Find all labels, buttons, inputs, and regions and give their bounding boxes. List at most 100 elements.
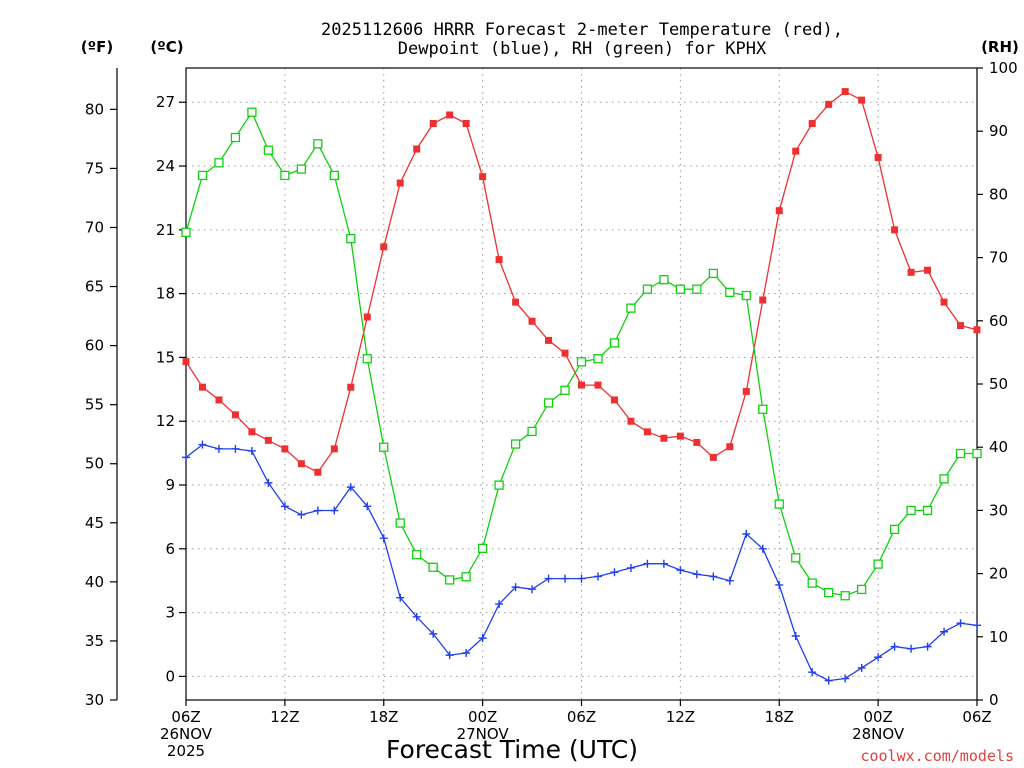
celsius-tick-label: 12 bbox=[156, 412, 175, 430]
dewpoint-point bbox=[396, 593, 405, 602]
rh-point bbox=[675, 284, 686, 294]
rh-point bbox=[791, 553, 801, 563]
rh-point bbox=[230, 132, 241, 143]
dewpoint-point bbox=[676, 566, 685, 575]
temperature-point bbox=[693, 438, 701, 446]
rh-point bbox=[214, 158, 224, 168]
temperature-point bbox=[940, 298, 948, 306]
rh-point bbox=[659, 275, 669, 285]
fahrenheit-tick-label: 35 bbox=[85, 632, 104, 650]
fahrenheit-tick-label: 75 bbox=[85, 159, 104, 177]
temperature-point bbox=[726, 443, 734, 451]
temperature-series bbox=[182, 88, 981, 476]
temperature-point bbox=[297, 460, 305, 468]
temperature-point bbox=[578, 381, 585, 389]
rh-point bbox=[626, 303, 636, 313]
time-tick-label: 00Z bbox=[863, 708, 892, 726]
rh-tick-label: 70 bbox=[989, 249, 1008, 267]
celsius-tick-label: 21 bbox=[156, 221, 175, 239]
temperature-point bbox=[330, 445, 338, 453]
rh-point bbox=[280, 170, 290, 181]
temperature-point bbox=[643, 428, 651, 436]
dewpoint-point bbox=[593, 572, 602, 581]
dewpoint-series bbox=[182, 440, 981, 685]
celsius-tick-label: 6 bbox=[165, 540, 175, 558]
temperature-point bbox=[396, 179, 404, 187]
fahrenheit-tick-label: 70 bbox=[85, 218, 104, 236]
rh-point bbox=[494, 480, 504, 490]
rh-point bbox=[346, 233, 356, 244]
dewpoint-point bbox=[280, 502, 289, 511]
dewpoint-point bbox=[742, 529, 751, 538]
temperature-point bbox=[231, 411, 239, 419]
dewpoint-point bbox=[182, 453, 190, 462]
temperature-point bbox=[314, 468, 322, 476]
rh-point bbox=[807, 578, 817, 588]
dewpoint-point bbox=[841, 674, 850, 683]
temperature-point bbox=[363, 313, 371, 321]
dewpoint-point bbox=[247, 446, 256, 455]
fahrenheit-tick-label: 60 bbox=[85, 337, 104, 355]
dewpoint-point bbox=[890, 642, 899, 651]
dewpoint-point bbox=[429, 629, 438, 638]
celsius-unit-label: (ºC) bbox=[150, 38, 183, 56]
fahrenheit-axis: 30 35 40 45 50 55 60 65 70 75 80 bbox=[85, 68, 118, 709]
time-tick-label: 00Z bbox=[468, 708, 497, 726]
fahrenheit-tick-label: 40 bbox=[85, 573, 104, 591]
dewpoint-point bbox=[198, 440, 207, 449]
time-tick-label: 2025 bbox=[167, 742, 205, 760]
dewpoint-point bbox=[363, 502, 372, 511]
rh-point bbox=[856, 584, 867, 595]
rh-point bbox=[972, 448, 982, 459]
rh-point bbox=[609, 338, 620, 348]
temperature-point bbox=[808, 120, 816, 128]
dewpoint-point bbox=[544, 574, 553, 583]
rh-point bbox=[510, 439, 521, 449]
temperature-point bbox=[924, 266, 932, 274]
temperature-point bbox=[479, 173, 487, 181]
rh-point bbox=[247, 107, 257, 117]
time-tick-label: 06Z bbox=[171, 708, 200, 726]
dewpoint-point bbox=[330, 506, 339, 515]
credit-text: coolwx.com/models bbox=[860, 747, 1014, 765]
dewpoint-point bbox=[231, 444, 240, 453]
fahrenheit-tick-label: 30 bbox=[85, 691, 104, 709]
rh-tick-label: 30 bbox=[989, 501, 1008, 519]
temperature-point bbox=[676, 432, 684, 440]
dewpoint-point bbox=[775, 580, 784, 589]
dewpoint-point bbox=[824, 676, 833, 685]
dewpoint-point bbox=[692, 570, 701, 579]
temperature-point bbox=[446, 111, 454, 119]
series-layer bbox=[181, 88, 982, 685]
dewpoint-point bbox=[659, 559, 668, 568]
rh-point bbox=[593, 354, 603, 364]
chart-title: 2025112606 HRRR Forecast 2-meter Tempera… bbox=[321, 20, 843, 59]
temperature-point bbox=[709, 453, 717, 461]
rh-tick-label: 10 bbox=[989, 628, 1008, 646]
rh-point bbox=[197, 170, 208, 181]
rh-point bbox=[395, 518, 405, 528]
dewpoint-point bbox=[478, 634, 487, 643]
rh-axis: 0 10 20 30 40 50 60 70 80 90 100 bbox=[977, 59, 1018, 709]
temperature-point bbox=[957, 322, 965, 330]
temperature-point bbox=[528, 317, 536, 325]
celsius-tick-label: 9 bbox=[165, 476, 175, 494]
dewpoint-point bbox=[857, 663, 866, 672]
rh-point bbox=[906, 505, 916, 516]
rh-point bbox=[922, 505, 933, 516]
dewpoint-point bbox=[643, 559, 652, 568]
dewpoint-point bbox=[577, 574, 586, 583]
time-tick-label: 12Z bbox=[270, 708, 299, 726]
rh-point bbox=[725, 287, 735, 298]
dewpoint-point bbox=[462, 649, 471, 658]
dewpoint-point bbox=[923, 642, 932, 651]
dewpoint-point bbox=[379, 534, 388, 543]
temperature-point bbox=[841, 88, 849, 96]
time-tick-label: 18Z bbox=[765, 708, 794, 726]
fahrenheit-unit-label: (ºF) bbox=[81, 38, 113, 56]
dewpoint-point bbox=[346, 483, 355, 492]
rh-point bbox=[543, 398, 554, 408]
temperature-point bbox=[858, 96, 866, 104]
temperature-point bbox=[380, 243, 388, 251]
rh-tick-label: 0 bbox=[989, 691, 999, 709]
